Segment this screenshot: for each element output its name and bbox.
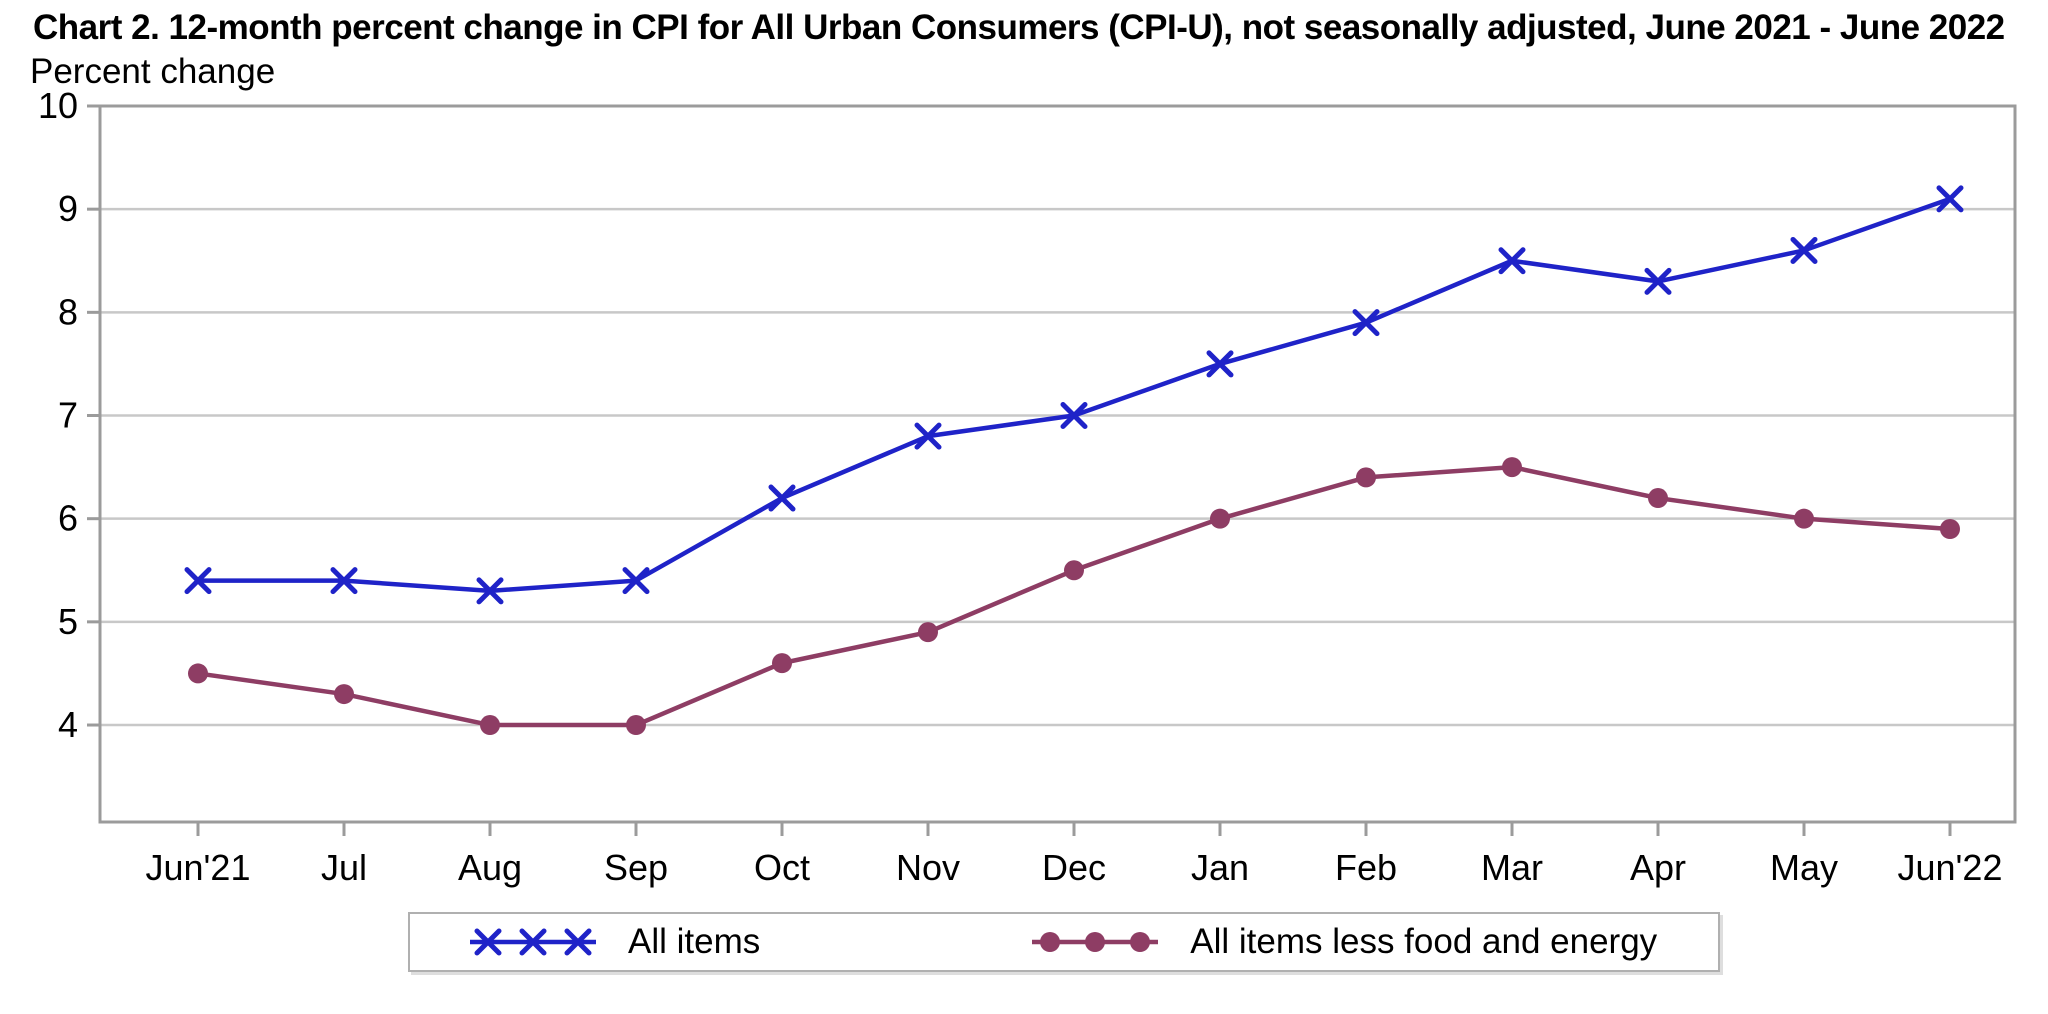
dot-marker (1356, 467, 1376, 488)
y-tick-label: 5 (58, 601, 78, 642)
x-marker (1936, 185, 1964, 213)
dot-marker (334, 684, 354, 705)
dot-marker (772, 653, 792, 674)
x-marker (914, 422, 942, 450)
x-marker (474, 928, 502, 956)
legend-entry-core: All items less food and energy (1032, 922, 1657, 962)
dot-marker (1040, 932, 1061, 952)
dot-marker (1210, 508, 1230, 529)
x-marker (622, 567, 650, 595)
legend-entry-all-items: All items (470, 922, 760, 962)
chart-title: Chart 2. 12-month percent change in CPI … (33, 8, 2005, 47)
y-axis-unit-label: Percent change (30, 52, 276, 91)
x-tick-label: Apr (1630, 847, 1686, 888)
dot-marker (1064, 560, 1084, 581)
x-tick-label: Jan (1191, 847, 1249, 888)
x-marker (1060, 402, 1088, 430)
y-tick-label: 10 (38, 85, 78, 126)
x-marker (1790, 236, 1818, 264)
x-tick-label: Jun'21 (146, 847, 251, 888)
y-tick-label: 7 (58, 395, 78, 436)
dot-marker (626, 715, 646, 736)
y-tick-label: 8 (58, 291, 78, 332)
x-tick-label: Mar (1481, 847, 1543, 888)
x-marker (564, 928, 592, 956)
dot-marker (1940, 518, 1960, 539)
x-marker (519, 928, 547, 956)
dot-marker (1085, 932, 1106, 952)
dot-marker (918, 622, 938, 643)
y-tick-label: 6 (58, 498, 78, 539)
legend-label-core: All items less food and energy (1190, 922, 1658, 961)
x-marker (330, 567, 358, 595)
dot-marker (188, 663, 208, 684)
x-tick-label: Sep (604, 847, 668, 888)
x-tick-label: May (1770, 847, 1838, 888)
x-tick-label: Nov (896, 847, 960, 888)
x-marker (1498, 247, 1526, 275)
core-line-sample-icon (1032, 932, 1159, 952)
x-marker (1352, 309, 1380, 337)
dot-marker (1502, 457, 1522, 478)
x-tick-label: Jun'22 (1898, 847, 2003, 888)
dot-marker (1130, 932, 1151, 952)
y-tick-label: 4 (58, 704, 78, 745)
dot-marker (1648, 488, 1668, 509)
x-marker (476, 577, 504, 605)
legend-label-all-items: All items (628, 922, 761, 961)
x-marker (1206, 350, 1234, 378)
x-marker (1644, 267, 1672, 295)
y-tick-label: 9 (58, 188, 78, 229)
series-line-all-items (198, 196, 1951, 594)
x-tick-label: Aug (458, 847, 522, 888)
dot-marker (1794, 508, 1814, 529)
x-tick-label: Dec (1042, 847, 1106, 888)
dot-marker (480, 715, 500, 736)
chart-legend: All items All items less food and energy (408, 912, 1720, 972)
plot-frame (98, 104, 2017, 824)
series-line-all-items-less-food-and-energy (197, 464, 1951, 728)
x-tick-label: Oct (754, 847, 810, 888)
all-items-line-sample-icon (470, 928, 596, 956)
x-marker (768, 484, 796, 512)
x-tick-label: Feb (1335, 847, 1397, 888)
x-tick-label: Jul (321, 847, 367, 888)
x-marker (184, 567, 212, 595)
